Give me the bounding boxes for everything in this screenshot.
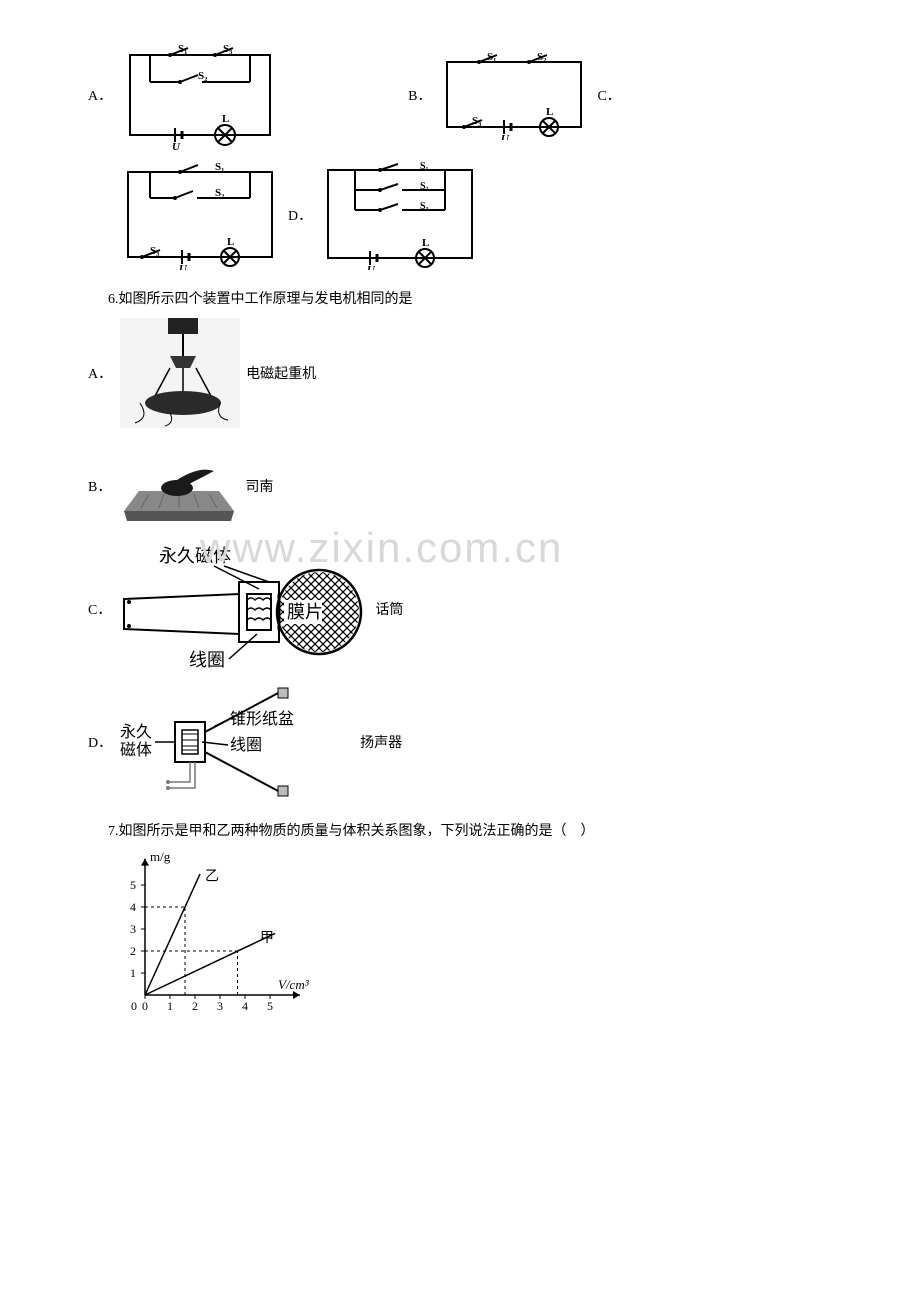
q6-a: A． 电磁起重机 — [80, 318, 840, 428]
opt-c-label: C． — [597, 85, 620, 105]
svg-text:5: 5 — [267, 999, 273, 1013]
q5-row1: A． S₁ S₃ S₂ U L B． S₁ — [80, 40, 840, 150]
svg-text:0: 0 — [142, 999, 148, 1013]
svg-text:3: 3 — [130, 922, 136, 936]
svg-text:0: 0 — [131, 999, 137, 1013]
q6-d: D． 永久 磁体 锥形纸盆 线圈 扬声器 — [80, 682, 840, 802]
svg-text:V/cm³: V/cm³ — [278, 977, 310, 992]
circuit-b: S₁ S₂ S₃ U L — [439, 50, 589, 140]
svg-text:1: 1 — [130, 966, 136, 980]
q6-a-caption: 电磁起重机 — [246, 363, 316, 383]
svg-text:S₃: S₃ — [472, 115, 482, 127]
mic-diaphragm-label: 膜片 — [287, 602, 323, 622]
svg-text:L: L — [546, 106, 553, 118]
svg-text:4: 4 — [242, 999, 248, 1013]
svg-text:S₂: S₂ — [537, 51, 547, 63]
q7-text: 7.如图所示是甲和乙两种物质的质量与体积关系图象，下列说法正确的是（ ） — [80, 820, 840, 840]
mic-coil-label: 线圈 — [189, 650, 225, 670]
q6-text: 6.如图所示四个装置中工作原理与发电机相同的是 — [80, 288, 840, 308]
sinan-icon — [119, 436, 239, 536]
q6-c-label: C． — [88, 599, 111, 619]
q6-a-label: A． — [88, 363, 112, 383]
circuit-a: S₁ S₃ S₂ U L — [120, 40, 280, 150]
svg-text:S₃: S₃ — [150, 245, 160, 257]
svg-text:U: U — [172, 141, 181, 150]
spk-cone-label: 锥形纸盆 — [230, 710, 294, 728]
svg-text:S₃: S₃ — [223, 43, 233, 55]
spk-coil-label: 线圈 — [230, 736, 262, 754]
spk-magnet-l1: 永久 — [120, 723, 152, 741]
svg-text:1: 1 — [167, 999, 173, 1013]
svg-text:3: 3 — [217, 999, 223, 1013]
svg-text:乙: 乙 — [205, 869, 219, 885]
opt-d-label: D． — [288, 205, 312, 225]
q7-chart: 0 1 2 3 4 5 1 2 3 4 5 0 乙甲 m/g V/cm³ — [110, 850, 320, 1020]
spk-magnet-l2: 磁体 — [120, 741, 152, 759]
microphone-icon: 永久磁体 膜片 线圈 — [119, 544, 369, 674]
opt-b-label: B． — [408, 85, 431, 105]
q6-c-caption: 话筒 — [375, 599, 403, 619]
opt-a-label: A． — [88, 85, 112, 105]
q6-d-label: D． — [88, 732, 112, 752]
svg-text:5: 5 — [130, 878, 136, 892]
svg-text:U: U — [501, 133, 510, 140]
circuit-c: S₁ S₂ S₃ U L — [120, 160, 280, 270]
q6-d-caption: 扬声器 — [360, 732, 402, 752]
svg-text:2: 2 — [130, 944, 136, 958]
q6-b: B． 司南 — [80, 436, 840, 536]
svg-text:S₁: S₁ — [215, 161, 224, 173]
q6-b-caption: 司南 — [245, 476, 273, 496]
svg-text:2: 2 — [192, 999, 198, 1013]
svg-text:甲: 甲 — [260, 931, 274, 946]
svg-text:S₂: S₂ — [198, 70, 208, 82]
speaker-icon: 永久 磁体 锥形纸盆 线圈 — [120, 682, 340, 802]
svg-text:S₁: S₁ — [487, 51, 496, 63]
crane-icon — [120, 318, 240, 428]
svg-text:U: U — [179, 263, 188, 270]
svg-text:L: L — [422, 237, 429, 249]
svg-text:m/g: m/g — [150, 850, 171, 864]
svg-text:L: L — [227, 236, 234, 248]
svg-text:4: 4 — [130, 900, 136, 914]
q5-row2: S₁ S₂ S₃ U L D． S₁ S₂ — [120, 160, 840, 270]
svg-text:U: U — [367, 264, 376, 270]
circuit-d: S₁ S₂ S₃ U L — [320, 160, 480, 270]
svg-text:S₁: S₁ — [178, 43, 187, 55]
q6-b-label: B． — [88, 476, 111, 496]
svg-text:L: L — [222, 113, 229, 125]
mic-magnet-label: 永久磁体 — [159, 546, 231, 566]
q6-c: C． 永久磁体 膜片 线圈 话筒 — [80, 544, 840, 674]
